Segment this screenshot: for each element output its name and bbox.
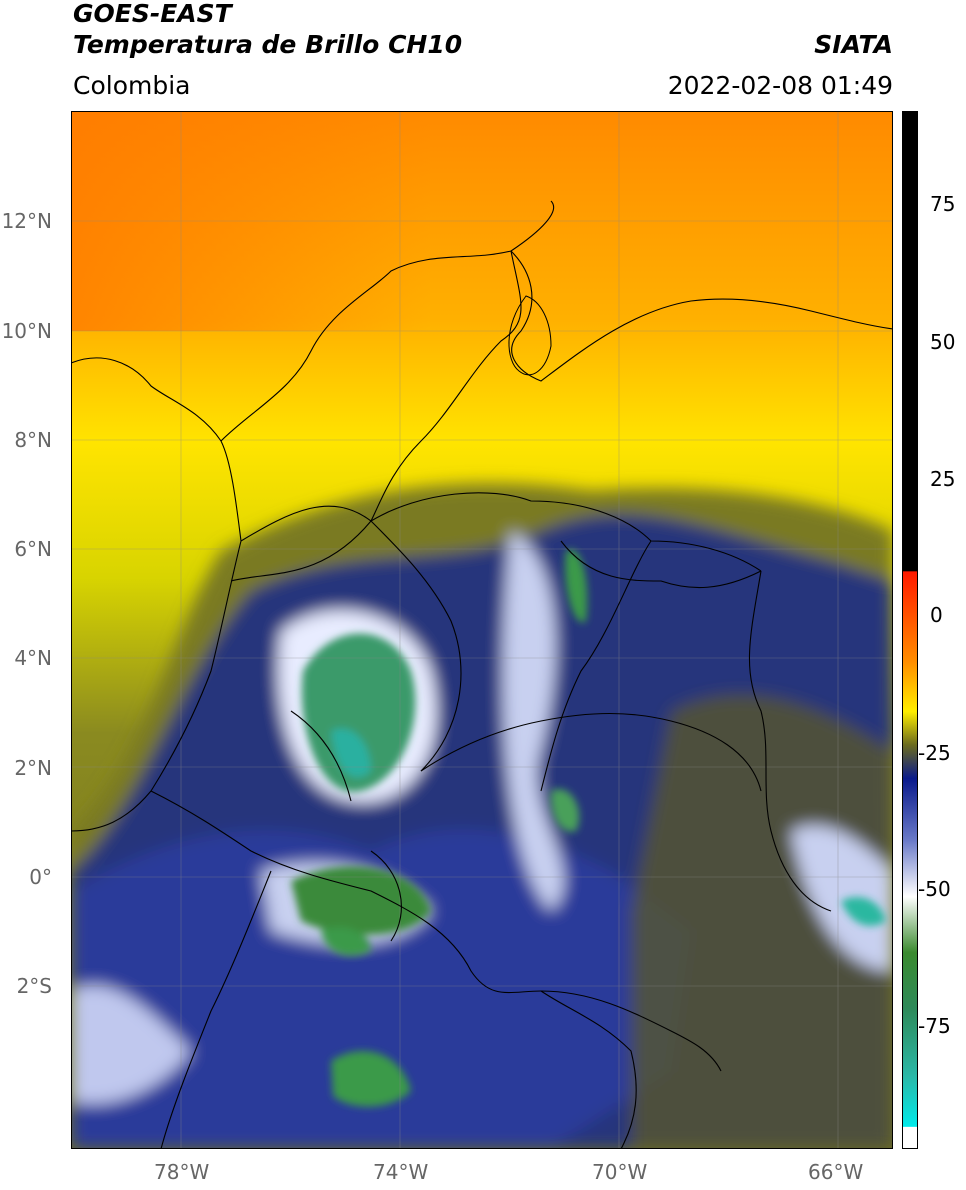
cb-tick-0: 0 — [930, 603, 943, 627]
product-title: Temperatura de Brillo CH10 — [73, 30, 463, 59]
colorbar-fill — [902, 111, 918, 1149]
colorbar-frame — [902, 111, 918, 1149]
cold-cloud-tops — [291, 549, 886, 1107]
lat-tick-10n: 10°N — [1, 319, 52, 343]
cb-tick-minus50: -50 — [918, 877, 951, 901]
satellite-map — [71, 111, 893, 1149]
lon-tick-74w: 74°W — [373, 1160, 429, 1184]
cb-tick-25: 25 — [930, 467, 956, 491]
cb-tick-50: 50 — [930, 330, 956, 354]
agency-label: SIATA — [814, 30, 893, 59]
lon-tick-78w: 78°W — [154, 1160, 210, 1184]
cb-tick-75: 75 — [930, 192, 956, 216]
satellite-title: GOES-EAST — [73, 0, 232, 28]
cb-tick-minus75: -75 — [918, 1014, 951, 1038]
lat-tick-2n: 2°N — [14, 756, 52, 780]
lat-tick-4n: 4°N — [14, 646, 52, 670]
lat-tick-6n: 6°N — [14, 537, 52, 561]
lake-maracaibo — [508, 295, 552, 376]
lat-tick-0: 0° — [29, 865, 52, 889]
graticule — [71, 111, 893, 1149]
cloud-field — [71, 483, 893, 1149]
colorbar — [902, 111, 918, 1149]
borders — [71, 200, 893, 1149]
cb-tick-minus25: -25 — [918, 741, 951, 765]
map-frame — [71, 111, 893, 1149]
region-label: Colombia — [73, 71, 191, 100]
lon-tick-66w: 66°W — [808, 1160, 864, 1184]
lat-tick-8n: 8°N — [14, 428, 52, 452]
lat-tick-2s: 2°S — [16, 974, 52, 998]
lon-tick-70w: 70°W — [592, 1160, 648, 1184]
datetime-label: 2022-02-08 01:49 — [667, 71, 893, 100]
lat-tick-12n: 12°N — [1, 209, 52, 233]
